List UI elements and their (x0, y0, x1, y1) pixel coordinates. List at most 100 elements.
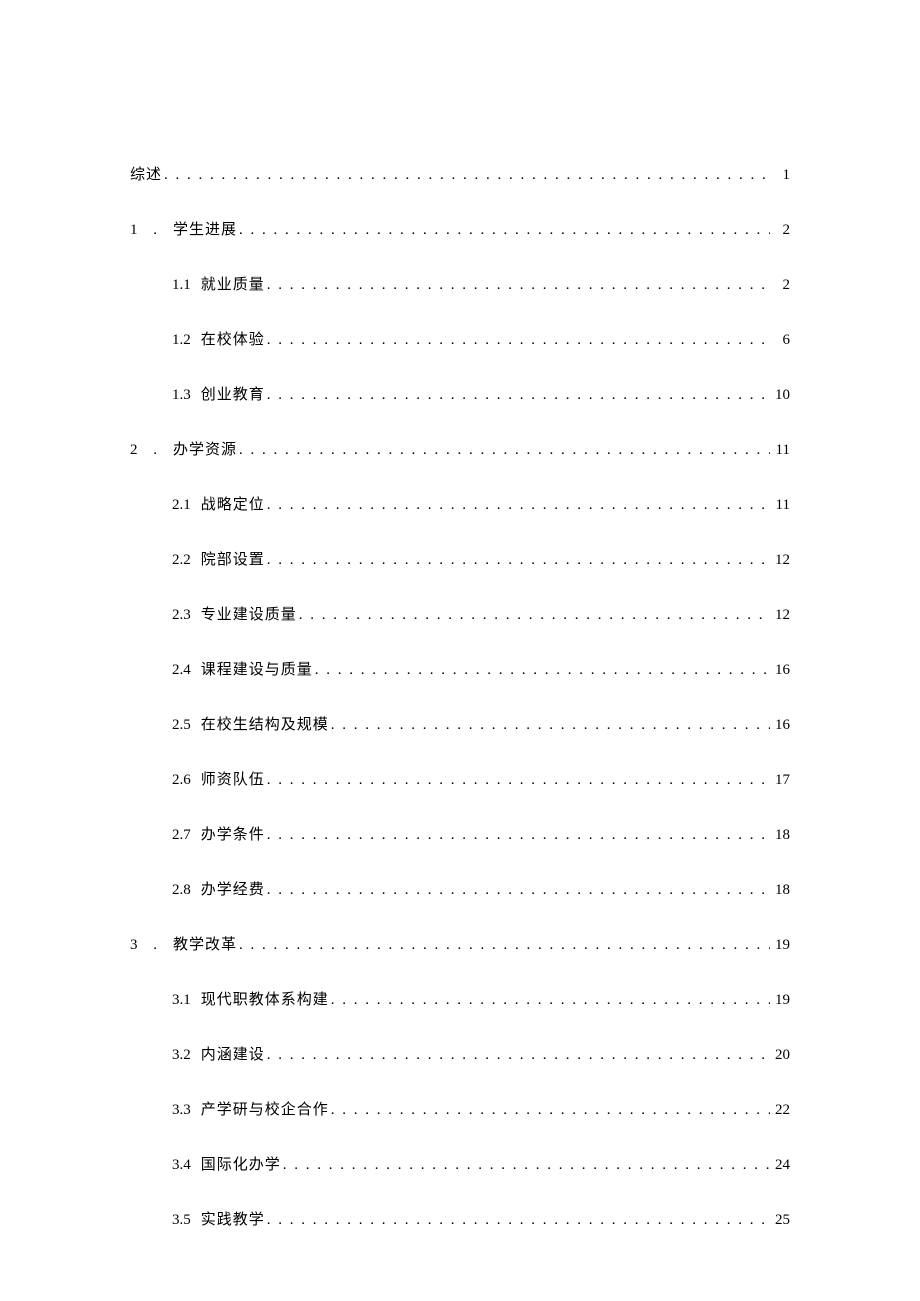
toc-entry: 3.1 现代职教体系构建. . . . . . . . . . . . . . .… (130, 990, 790, 1011)
toc-dot-leader: . . . . . . . . . . . . . . . . . . . . … (315, 660, 770, 681)
toc-dot-leader: . . . . . . . . . . . . . . . . . . . . … (267, 770, 770, 791)
toc-entry-page: 24 (772, 1155, 790, 1176)
toc-entry: 1 . 学生进展. . . . . . . . . . . . . . . . .… (130, 220, 790, 241)
toc-entry-title: 内涵建设 (201, 1045, 265, 1066)
toc-dot-leader: . . . . . . . . . . . . . . . . . . . . … (239, 440, 770, 461)
toc-entry-number: 2.4 (172, 660, 191, 681)
toc-entry-number: 3.1 (172, 990, 191, 1011)
table-of-contents: 综述. . . . . . . . . . . . . . . . . . . … (130, 165, 790, 1231)
toc-entry-number: 2.5 (172, 715, 191, 736)
toc-entry-page: 19 (772, 990, 790, 1011)
toc-entry: 1.2 在校体验. . . . . . . . . . . . . . . . .… (130, 330, 790, 351)
toc-entry: 1.1 就业质量. . . . . . . . . . . . . . . . .… (130, 275, 790, 296)
toc-entry-page: 16 (772, 660, 790, 681)
toc-dot-leader: . . . . . . . . . . . . . . . . . . . . … (267, 330, 770, 351)
toc-dot-leader: . . . . . . . . . . . . . . . . . . . . … (267, 550, 770, 571)
toc-dot-leader: . . . . . . . . . . . . . . . . . . . . … (331, 990, 770, 1011)
toc-entry-number: 3 . (130, 935, 163, 956)
toc-entry-title: 学生进展 (173, 220, 237, 241)
toc-entry-title: 师资队伍 (201, 770, 265, 791)
toc-entry: 2.4 课程建设与质量. . . . . . . . . . . . . . . … (130, 660, 790, 681)
toc-dot-leader: . . . . . . . . . . . . . . . . . . . . … (267, 275, 770, 296)
toc-entry-number: 3.5 (172, 1210, 191, 1231)
toc-entry-number: 1 . (130, 220, 163, 241)
toc-entry-page: 22 (772, 1100, 790, 1121)
toc-dot-leader: . . . . . . . . . . . . . . . . . . . . … (239, 935, 770, 956)
toc-entry-title: 综述 (130, 165, 162, 186)
toc-entry: 3 . 教学改革. . . . . . . . . . . . . . . . .… (130, 935, 790, 956)
toc-entry-number: 2 . (130, 440, 163, 461)
toc-entry-title: 办学条件 (201, 825, 265, 846)
toc-entry-number: 2.8 (172, 880, 191, 901)
toc-entry-title: 在校体验 (201, 330, 265, 351)
toc-entry-number: 1.2 (172, 330, 191, 351)
toc-entry-page: 18 (772, 825, 790, 846)
toc-dot-leader: . . . . . . . . . . . . . . . . . . . . … (267, 1210, 770, 1231)
toc-entry-number: 3.4 (172, 1155, 191, 1176)
toc-entry-page: 12 (772, 605, 790, 626)
toc-entry-page: 2 (772, 275, 790, 296)
toc-entry: 2.8 办学经费. . . . . . . . . . . . . . . . .… (130, 880, 790, 901)
toc-entry-number: 2.6 (172, 770, 191, 791)
toc-entry-page: 16 (772, 715, 790, 736)
toc-entry-page: 19 (772, 935, 790, 956)
toc-entry-title: 在校生结构及规模 (201, 715, 329, 736)
toc-entry-title: 国际化办学 (201, 1155, 281, 1176)
toc-dot-leader: . . . . . . . . . . . . . . . . . . . . … (239, 220, 770, 241)
toc-entry: 3.4 国际化办学. . . . . . . . . . . . . . . . … (130, 1155, 790, 1176)
toc-entry-number: 1.1 (172, 275, 191, 296)
toc-entry-number: 2.2 (172, 550, 191, 571)
toc-entry-title: 课程建设与质量 (201, 660, 313, 681)
toc-entry: 2.1 战略定位. . . . . . . . . . . . . . . . .… (130, 495, 790, 516)
toc-entry: 2.3 专业建设质量. . . . . . . . . . . . . . . .… (130, 605, 790, 626)
toc-entry-page: 25 (772, 1210, 790, 1231)
toc-entry-title: 教学改革 (173, 935, 237, 956)
toc-entry-page: 20 (772, 1045, 790, 1066)
toc-entry: 2.7 办学条件. . . . . . . . . . . . . . . . .… (130, 825, 790, 846)
toc-entry-title: 实践教学 (201, 1210, 265, 1231)
toc-entry: 3.5 实践教学. . . . . . . . . . . . . . . . .… (130, 1210, 790, 1231)
toc-entry-page: 2 (772, 220, 790, 241)
toc-entry-page: 11 (772, 440, 790, 461)
toc-entry-number: 2.7 (172, 825, 191, 846)
toc-dot-leader: . . . . . . . . . . . . . . . . . . . . … (331, 715, 770, 736)
toc-entry-number: 3.2 (172, 1045, 191, 1066)
toc-entry-title: 专业建设质量 (201, 605, 297, 626)
toc-entry-page: 11 (772, 495, 790, 516)
toc-dot-leader: . . . . . . . . . . . . . . . . . . . . … (267, 825, 770, 846)
toc-entry: 1.3 创业教育. . . . . . . . . . . . . . . . .… (130, 385, 790, 406)
toc-entry: 3.2 内涵建设. . . . . . . . . . . . . . . . .… (130, 1045, 790, 1066)
toc-entry-page: 1 (772, 165, 790, 186)
toc-entry-number: 3.3 (172, 1100, 191, 1121)
toc-entry-title: 就业质量 (201, 275, 265, 296)
toc-dot-leader: . . . . . . . . . . . . . . . . . . . . … (267, 1045, 770, 1066)
toc-dot-leader: . . . . . . . . . . . . . . . . . . . . … (283, 1155, 770, 1176)
toc-entry-title: 办学资源 (173, 440, 237, 461)
toc-entry: 2.5 在校生结构及规模. . . . . . . . . . . . . . .… (130, 715, 790, 736)
toc-entry-number: 2.1 (172, 495, 191, 516)
toc-entry-title: 产学研与校企合作 (201, 1100, 329, 1121)
toc-dot-leader: . . . . . . . . . . . . . . . . . . . . … (331, 1100, 770, 1121)
toc-entry-page: 17 (772, 770, 790, 791)
toc-entry-title: 院部设置 (201, 550, 265, 571)
toc-entry: 综述. . . . . . . . . . . . . . . . . . . … (130, 165, 790, 186)
toc-entry-number: 2.3 (172, 605, 191, 626)
toc-entry: 2.2 院部设置. . . . . . . . . . . . . . . . .… (130, 550, 790, 571)
toc-entry-title: 现代职教体系构建 (201, 990, 329, 1011)
toc-dot-leader: . . . . . . . . . . . . . . . . . . . . … (299, 605, 770, 626)
toc-entry-title: 办学经费 (201, 880, 265, 901)
toc-entry: 3.3 产学研与校企合作. . . . . . . . . . . . . . .… (130, 1100, 790, 1121)
toc-dot-leader: . . . . . . . . . . . . . . . . . . . . … (164, 165, 770, 186)
toc-dot-leader: . . . . . . . . . . . . . . . . . . . . … (267, 385, 770, 406)
toc-dot-leader: . . . . . . . . . . . . . . . . . . . . … (267, 880, 770, 901)
toc-entry: 2 . 办学资源. . . . . . . . . . . . . . . . .… (130, 440, 790, 461)
toc-entry: 2.6 师资队伍. . . . . . . . . . . . . . . . .… (130, 770, 790, 791)
toc-entry-page: 10 (772, 385, 790, 406)
toc-entry-page: 18 (772, 880, 790, 901)
toc-entry-number: 1.3 (172, 385, 191, 406)
toc-dot-leader: . . . . . . . . . . . . . . . . . . . . … (267, 495, 770, 516)
toc-entry-title: 战略定位 (201, 495, 265, 516)
toc-entry-page: 12 (772, 550, 790, 571)
toc-entry-page: 6 (772, 330, 790, 351)
toc-entry-title: 创业教育 (201, 385, 265, 406)
